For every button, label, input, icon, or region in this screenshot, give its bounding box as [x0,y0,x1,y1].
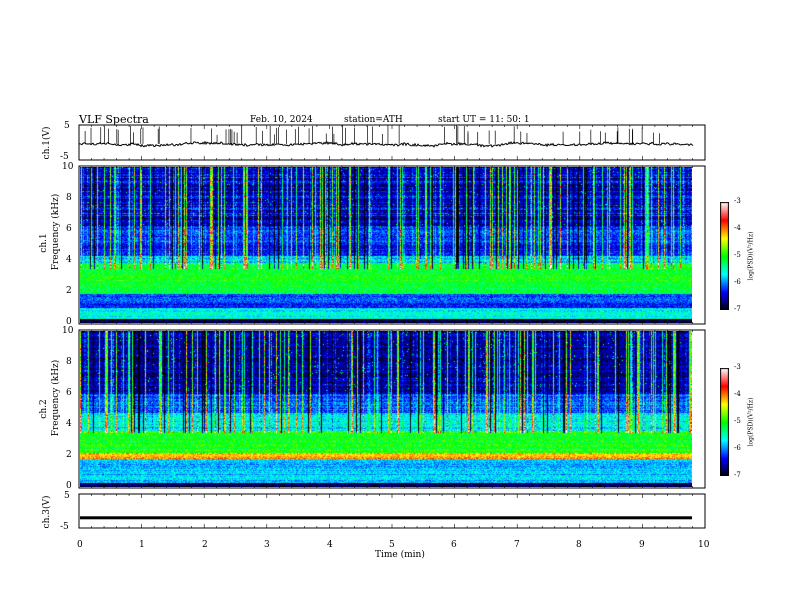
xtick-3: 3 [264,540,270,550]
ch2-cbar-tick-m7: -7 [734,471,741,479]
ch2-cbar-tick-m6: -6 [734,444,741,452]
ch1-ytick-4: 4 [66,255,72,265]
ch2-cbar-tick-m5: -5 [734,417,741,425]
ch1-ytick-10: 10 [62,162,74,172]
xtick-10: 10 [698,540,710,550]
ch1-spectrogram-image [80,167,692,323]
xtick-5: 5 [389,540,395,550]
xtick-1: 1 [139,540,145,550]
xtick-8: 8 [576,540,582,550]
ch1-colorbar [720,202,729,310]
ch2-cbar-tick-m4: -4 [734,390,741,398]
ch1-ytick-2: 2 [66,286,72,296]
ch1-ytick-0: 0 [66,317,72,327]
start-time-label: start UT = 11: 50: 1 [438,115,530,125]
ch1-ytick-bottom: -5 [60,152,69,162]
panel-frame-4 [78,493,706,529]
ch2-cbar-tick-m3: -3 [734,363,741,371]
ch1-cbar-tick-m4: -4 [734,224,741,232]
ch2-ytick-4: 4 [66,419,72,429]
ch2-colorbar [720,368,729,476]
ch1-cbar-tick-m7: -7 [734,305,741,313]
ch2-ytick-10: 10 [62,326,74,336]
xtick-9: 9 [639,540,645,550]
ch1-waveform-trace [78,140,694,148]
ch1-ytick-8: 8 [66,193,72,203]
xtick-0: 0 [77,540,83,550]
xtick-4: 4 [327,540,333,550]
ch2-ytick-0: 0 [66,481,72,491]
station-label: station=ATH [344,115,403,125]
chart-title: VLF Spectra [79,113,149,126]
ch2-spectrogram-image [80,331,692,487]
ch2-ytick-8: 8 [66,357,72,367]
date-label: Feb. 10, 2024 [250,115,313,125]
xtick-2: 2 [202,540,208,550]
x-axis-label: Time (min) [375,550,425,560]
ch3-ytick-bottom: -5 [60,522,69,532]
ch2-ytick-2: 2 [66,450,72,460]
ch3-waveform-trace [80,516,692,520]
panel-frame-2 [78,165,706,325]
ch1-cbar-tick-m6: -6 [734,278,741,286]
panel-frame-3 [78,329,706,489]
xtick-7: 7 [514,540,520,550]
ch1-ytick-6: 6 [66,224,72,234]
ch3-ytick-top: 5 [64,491,70,501]
ch1-cbar-tick-m5: -5 [734,251,741,259]
ch2-ytick-6: 6 [66,388,72,398]
xtick-6: 6 [451,540,457,550]
ch1-cbar-tick-m3: -3 [734,197,741,205]
ch1-ytick-top: 5 [64,121,70,131]
